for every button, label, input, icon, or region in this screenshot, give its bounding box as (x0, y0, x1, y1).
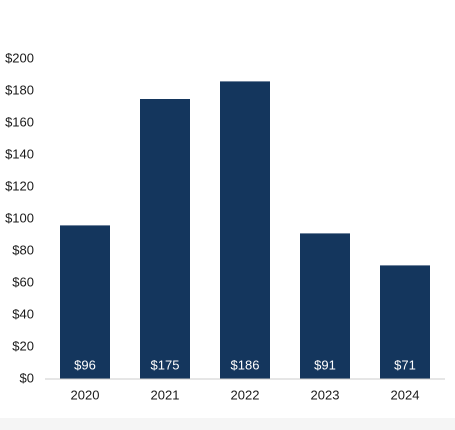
x-tick-label: 2022 (231, 387, 260, 402)
bar (300, 233, 350, 379)
value-label: $71 (394, 357, 416, 372)
y-tick-label: $80 (12, 242, 34, 257)
value-label: $175 (151, 357, 180, 372)
footer-strip (0, 418, 455, 430)
y-tick-label: $120 (5, 178, 34, 193)
x-tick-label: 2023 (311, 387, 340, 402)
value-label: $186 (231, 357, 260, 372)
y-tick-label: $0 (20, 370, 34, 385)
x-tick-label: 2024 (391, 387, 420, 402)
bar (140, 99, 190, 379)
value-label: $96 (74, 357, 96, 372)
y-tick-label: $160 (5, 114, 34, 129)
bar (60, 225, 110, 379)
x-tick-label: 2020 (71, 387, 100, 402)
y-tick-label: $60 (12, 274, 34, 289)
bar (220, 81, 270, 380)
value-label: $91 (314, 357, 336, 372)
bar (380, 265, 430, 379)
y-tick-label: $40 (12, 306, 34, 321)
y-tick-label: $180 (5, 82, 34, 97)
y-tick-label: $20 (12, 338, 34, 353)
y-tick-label: $100 (5, 210, 34, 225)
y-tick-label: $140 (5, 146, 34, 161)
y-tick-label: $200 (5, 50, 34, 65)
x-tick-label: 2021 (151, 387, 180, 402)
